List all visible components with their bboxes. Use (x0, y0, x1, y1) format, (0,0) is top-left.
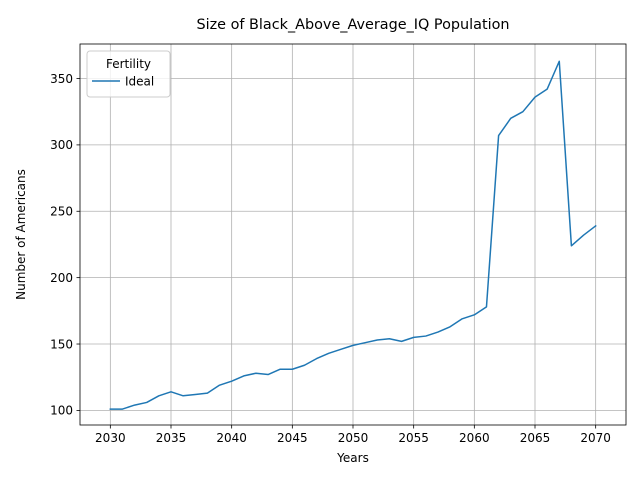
y-axis: 100 150 200 250 300 350 (50, 72, 80, 418)
y-tick-label: 350 (50, 72, 73, 86)
x-axis-label: Years (336, 451, 369, 465)
x-tick-label: 2070 (580, 431, 611, 445)
legend: Fertility Ideal (86, 50, 171, 98)
legend-box (86, 50, 171, 98)
x-tick-label: 2040 (216, 431, 247, 445)
grid (80, 44, 626, 425)
x-tick-label: 2065 (520, 431, 551, 445)
x-tick-label: 2060 (459, 431, 490, 445)
legend-title: Fertility (106, 57, 151, 71)
y-tick-label: 150 (50, 337, 73, 351)
x-tick-label: 2055 (398, 431, 429, 445)
x-axis: 2030 2035 2040 2045 2050 2055 2060 2065 2070 (95, 425, 611, 445)
y-tick-label: 200 (50, 271, 73, 285)
y-tick-label: 300 (50, 138, 73, 152)
y-tick-label: 100 (50, 404, 73, 418)
x-tick-label: 2035 (156, 431, 187, 445)
y-tick-label: 250 (50, 205, 73, 219)
x-tick-label: 2050 (338, 431, 369, 445)
x-tick-label: 2030 (95, 431, 126, 445)
series-line-ideal (109, 60, 597, 410)
series-layer (109, 60, 597, 410)
chart-title: Size of Black_Above_Average_IQ Populatio… (196, 17, 509, 33)
legend-entry-label: Ideal (125, 75, 154, 89)
y-axis-label: Number of Americans (14, 169, 28, 300)
x-tick-label: 2045 (277, 431, 308, 445)
